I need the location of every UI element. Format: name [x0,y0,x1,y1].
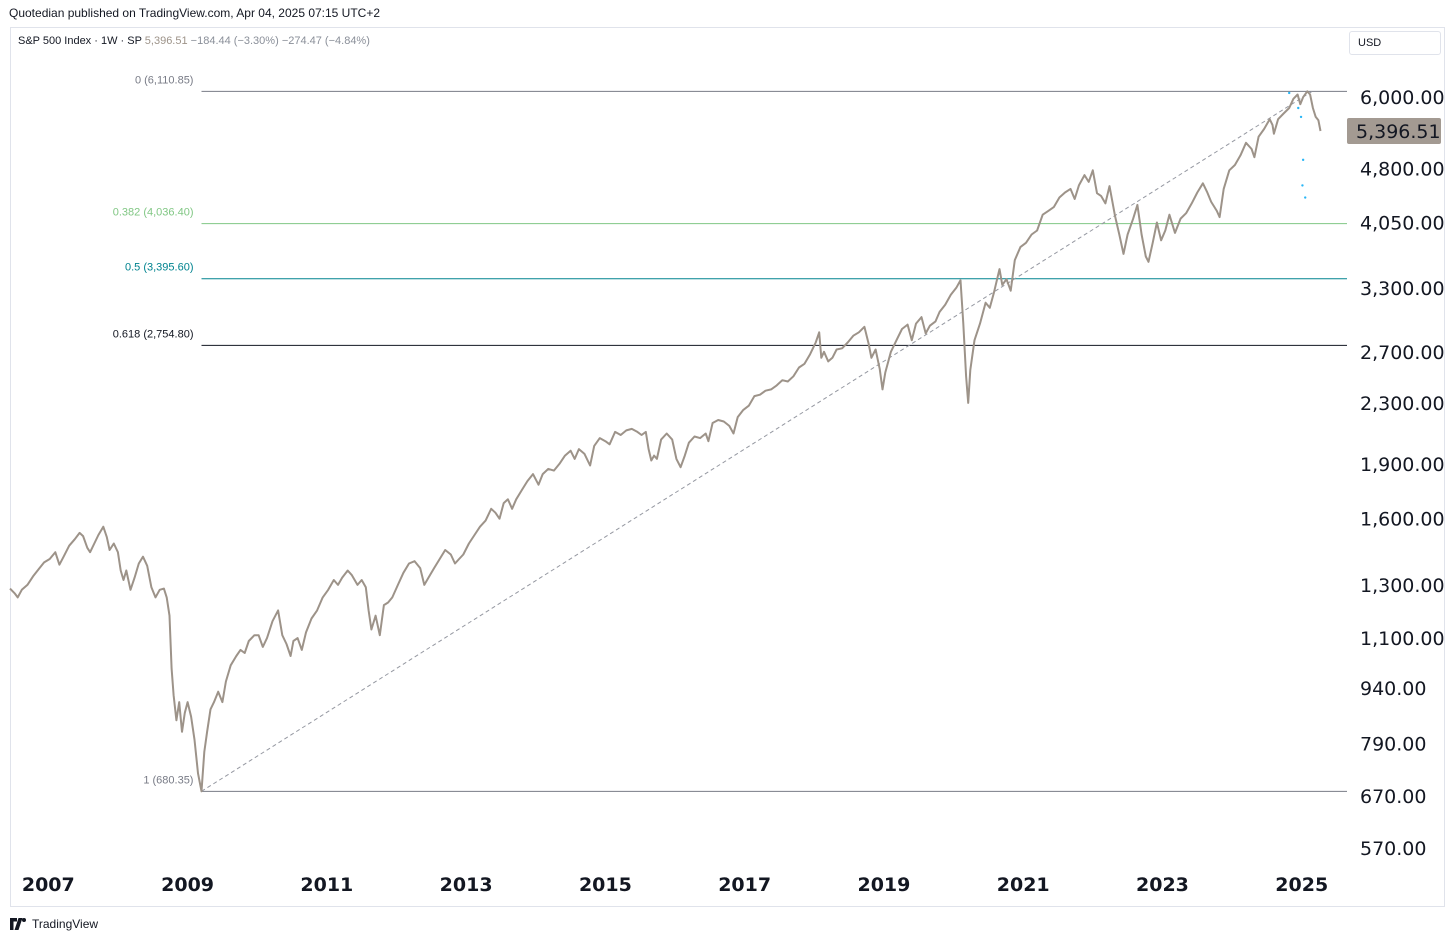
y-axis-tick-label: 1,600.00 [1360,509,1445,531]
fib-level-label: 0.382 (4,036.40) [113,207,194,219]
x-axis-tick-label: 2021 [997,874,1050,896]
y-axis-tick-label: 570.00 [1360,838,1426,860]
y-axis-tick-label: 940.00 [1360,678,1426,700]
y-axis-tick-label: 1,900.00 [1360,454,1445,476]
x-axis-tick-label: 2015 [579,874,632,896]
y-axis-tick-label: 1,100.00 [1360,628,1445,650]
fib-level-label: 0 (6,110.85) [135,74,194,86]
footer-brand: TradingView [32,917,99,931]
signal-dot [1288,91,1291,95]
x-axis-tick-label: 2023 [1136,874,1189,896]
last-price-value: 5,396.51 [144,35,188,47]
signal-dot [1301,158,1305,162]
price-change-ext-value: −274.47 (−4.84%) [281,35,370,47]
y-axis-tick-label: 2,300.00 [1360,393,1445,415]
price-series-line[interactable] [9,90,1322,793]
symbol-name[interactable]: S&P 500 Index · 1W · SP [18,35,142,47]
last-price-badge-label: 5,396.51 [1356,121,1441,143]
y-axis-tick-label: 790.00 [1360,734,1426,756]
fib-level-label: 1 (680.35) [143,774,193,786]
price-change-value: −184.44 (−3.30%) [190,35,279,47]
x-axis-tick-label: 2017 [718,874,771,896]
fib-trendline[interactable] [201,90,1313,792]
signal-dot [1304,196,1307,199]
tradingview-footer[interactable]: TradingView [10,917,98,931]
symbol-legend: S&P 500 Index · 1W · SP 5,396.51 −184.44… [18,35,370,47]
y-axis-tick-label: 6,000.00 [1360,87,1445,109]
y-axis-tick-label: 1,300.00 [1360,575,1445,597]
y-axis-tick-label: 3,300.00 [1360,278,1445,300]
x-axis-tick-label: 2025 [1275,874,1328,896]
fib-level-label: 0.618 (2,754.80) [113,328,194,340]
x-axis-tick-label: 2011 [300,874,353,896]
signal-dot [1297,106,1300,110]
fib-level-label: 0.5 (3,395.60) [125,262,194,274]
y-axis-tick-label: 670.00 [1360,786,1426,808]
currency-selector[interactable]: USD [1349,31,1441,55]
tradingview-logo-icon [10,918,26,930]
signal-dot [1299,115,1303,119]
chart-frame[interactable] [10,27,1445,907]
x-axis-tick-label: 2009 [161,874,214,896]
x-axis-tick-label: 2013 [440,874,493,896]
y-axis-tick-label: 4,800.00 [1360,158,1445,180]
y-axis-tick-label: 4,050.00 [1360,213,1445,235]
x-axis-tick-label: 2019 [857,874,910,896]
y-axis-tick-label: 2,700.00 [1360,342,1445,364]
signal-dot [1301,184,1304,187]
x-axis-tick-label: 2007 [22,874,75,896]
last-price-badge [1347,117,1441,144]
published-by-line: Quotedian published on TradingView.com, … [9,6,381,20]
